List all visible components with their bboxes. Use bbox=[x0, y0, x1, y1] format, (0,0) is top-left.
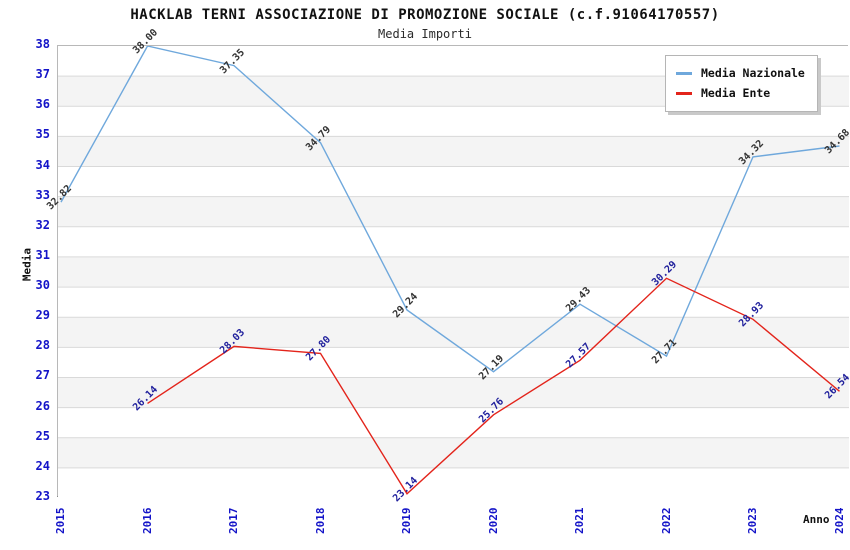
plot-band bbox=[58, 256, 849, 288]
media-ente-line bbox=[147, 277, 840, 495]
y-tick-label: 34 bbox=[35, 157, 50, 172]
plot-band bbox=[58, 407, 849, 438]
y-tick-label: 29 bbox=[35, 308, 50, 323]
legend: Media Nazionale Media Ente bbox=[665, 55, 818, 112]
y-tick-label: 36 bbox=[35, 97, 50, 112]
y-tick-label: 35 bbox=[35, 127, 50, 142]
y-tick-label: 32 bbox=[35, 217, 50, 232]
legend-item-media-ente: Media Ente bbox=[676, 83, 805, 103]
x-axis-title: Anno bbox=[803, 513, 830, 526]
y-axis-title: Media bbox=[20, 247, 34, 282]
y-tick-label: 37 bbox=[35, 67, 50, 82]
media-nazionale-line bbox=[60, 46, 840, 373]
legend-label: Media Nazionale bbox=[701, 66, 805, 80]
y-tick-label: 31 bbox=[35, 247, 50, 262]
plot-band bbox=[58, 347, 849, 378]
plot-band bbox=[58, 377, 849, 408]
media-ente-swatch-icon bbox=[676, 91, 692, 95]
plot-band bbox=[58, 437, 849, 468]
legend-item-media-nazionale: Media Nazionale bbox=[676, 63, 805, 83]
chart-title: HACKLAB TERNI ASSOCIAZIONE DI PROMOZIONE… bbox=[130, 7, 720, 23]
chart-subtitle: Media Importi bbox=[378, 27, 472, 41]
plot-band bbox=[58, 166, 849, 197]
plot-canvas bbox=[58, 46, 849, 498]
y-tick-label: 27 bbox=[35, 368, 50, 383]
y-tick-label: 25 bbox=[35, 428, 50, 443]
y-tick-label: 24 bbox=[35, 458, 50, 473]
y-tick-label: 30 bbox=[35, 278, 50, 293]
plot-band bbox=[58, 226, 849, 257]
plot-area bbox=[57, 45, 849, 498]
y-tick-label: 28 bbox=[35, 338, 50, 353]
y-tick-label: 33 bbox=[35, 187, 50, 202]
plot-band bbox=[58, 287, 849, 318]
plot-band bbox=[58, 467, 849, 498]
plot-band bbox=[58, 196, 849, 227]
y-tick-label: 38 bbox=[35, 37, 50, 51]
legend-label: Media Ente bbox=[701, 86, 771, 100]
y-tick-label: 26 bbox=[35, 398, 50, 413]
y-tick-label: 23 bbox=[35, 489, 50, 503]
media-nazionale-swatch-icon bbox=[676, 71, 692, 75]
plot-band bbox=[58, 136, 849, 167]
